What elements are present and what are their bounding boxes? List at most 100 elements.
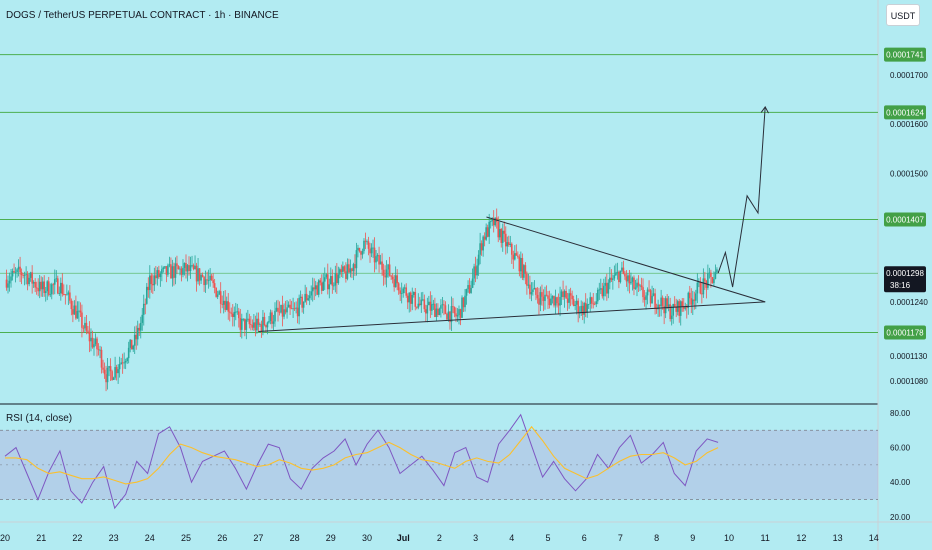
candle-body-134 [206,279,208,281]
candle-body-366 [556,297,558,304]
candle-body-60 [94,338,97,345]
candle-body-120 [185,262,187,272]
candle-body-448 [679,301,682,316]
candle-body-422 [640,285,643,288]
candle-body-226 [345,271,347,279]
candle-body-468 [710,272,712,278]
candle-body-137 [210,275,213,281]
candle-body-424 [643,297,646,300]
rsi-tick-label-1: 60.00 [890,444,911,453]
candle-body-349 [530,291,533,295]
candle-body-470 [713,278,715,284]
candle-body-48 [76,310,79,319]
candle-body-323 [491,218,493,222]
candle-body-225 [343,266,346,272]
candle-body-327 [497,221,500,238]
currency-button[interactable]: USDT [886,4,920,26]
level-badge-label-2: 0.0001407 [886,215,924,224]
candle-body-271 [412,291,415,295]
candle-body-348 [529,284,531,295]
candle-body-195 [298,297,300,317]
candle-body-386 [586,304,589,313]
candle-body-69 [108,366,110,368]
candle-body-2 [7,283,9,288]
candle-body-361 [548,298,551,306]
candle-body-32 [52,284,55,286]
candle-body-146 [224,300,227,310]
candle-body-21 [35,287,38,289]
candle-body-373 [566,298,569,303]
candle-body-23 [38,281,41,292]
candle-body-224 [342,266,344,272]
candle-body-311 [473,266,475,279]
time-tick-label-20: 10 [724,533,734,543]
price-tick-label-3: 0.0001240 [890,298,928,307]
candle-body-156 [239,318,242,330]
candle-body-135 [207,280,210,281]
candle-body-143 [219,291,222,304]
candle-body-374 [568,293,570,303]
candle-body-4 [10,276,12,281]
candle-body-188 [287,304,290,308]
candle-body-40 [64,294,67,295]
candle-body-92 [142,303,145,315]
candle-body-184 [281,305,284,317]
candle-body-261 [397,283,400,291]
candle-body-223 [340,269,343,272]
candle-body-371 [563,290,566,298]
candle-body-136 [209,275,211,281]
candle-body-390 [592,303,595,305]
candle-body-322 [489,221,492,223]
candle-body-442 [670,315,673,320]
candle-body-196 [299,296,302,298]
rsi-tick-label-3: 20.00 [890,513,911,522]
candle-body-403 [612,278,614,280]
candle-body-455 [690,298,693,305]
candle-body-33 [53,279,56,285]
candle-body-365 [554,297,557,306]
candle-body-123 [189,265,192,271]
candle-body-47 [75,305,77,319]
time-tick-label-6: 26 [217,533,227,543]
candle-body-247 [376,255,379,257]
candle-body-412 [625,276,628,282]
candle-body-334 [507,242,510,245]
candle-body-398 [604,282,607,286]
candle-body-404 [613,275,616,279]
candle-body-255 [388,264,391,276]
candle-body-325 [494,217,497,226]
candle-body-222 [339,269,341,275]
candle-body-401 [609,277,611,283]
candle-body-460 [698,281,700,283]
candle-body-129 [198,268,201,281]
candle-body-145 [222,300,225,305]
candle-body-340 [517,255,519,257]
candle-body-355 [539,292,542,305]
candle-body-245 [373,247,376,263]
candle-body-205 [313,287,316,290]
candle-body-107 [165,266,168,275]
candle-body-248 [378,255,380,265]
candle-body-347 [527,284,530,286]
candle-body-122 [188,265,190,271]
candle-body-414 [628,275,631,284]
candle-body-467 [708,272,711,274]
candle-body-434 [658,304,661,307]
candle-body-71 [111,371,113,380]
candle-body-406 [616,271,619,273]
candle-body-464 [704,278,706,282]
candle-body-284 [432,303,435,305]
candle-body-388 [589,297,592,304]
candle-body-319 [485,227,487,240]
candle-body-263 [400,293,403,294]
candle-body-268 [408,292,411,303]
candle-body-376 [571,295,573,300]
candle-body-165 [253,322,255,328]
candle-body-58 [91,337,94,348]
candle-body-423 [642,287,644,298]
candle-body-113 [174,263,177,278]
candle-body-350 [532,289,534,292]
candle-body-437 [663,305,665,314]
candle-body-463 [702,278,705,295]
candle-body-38 [61,282,64,295]
